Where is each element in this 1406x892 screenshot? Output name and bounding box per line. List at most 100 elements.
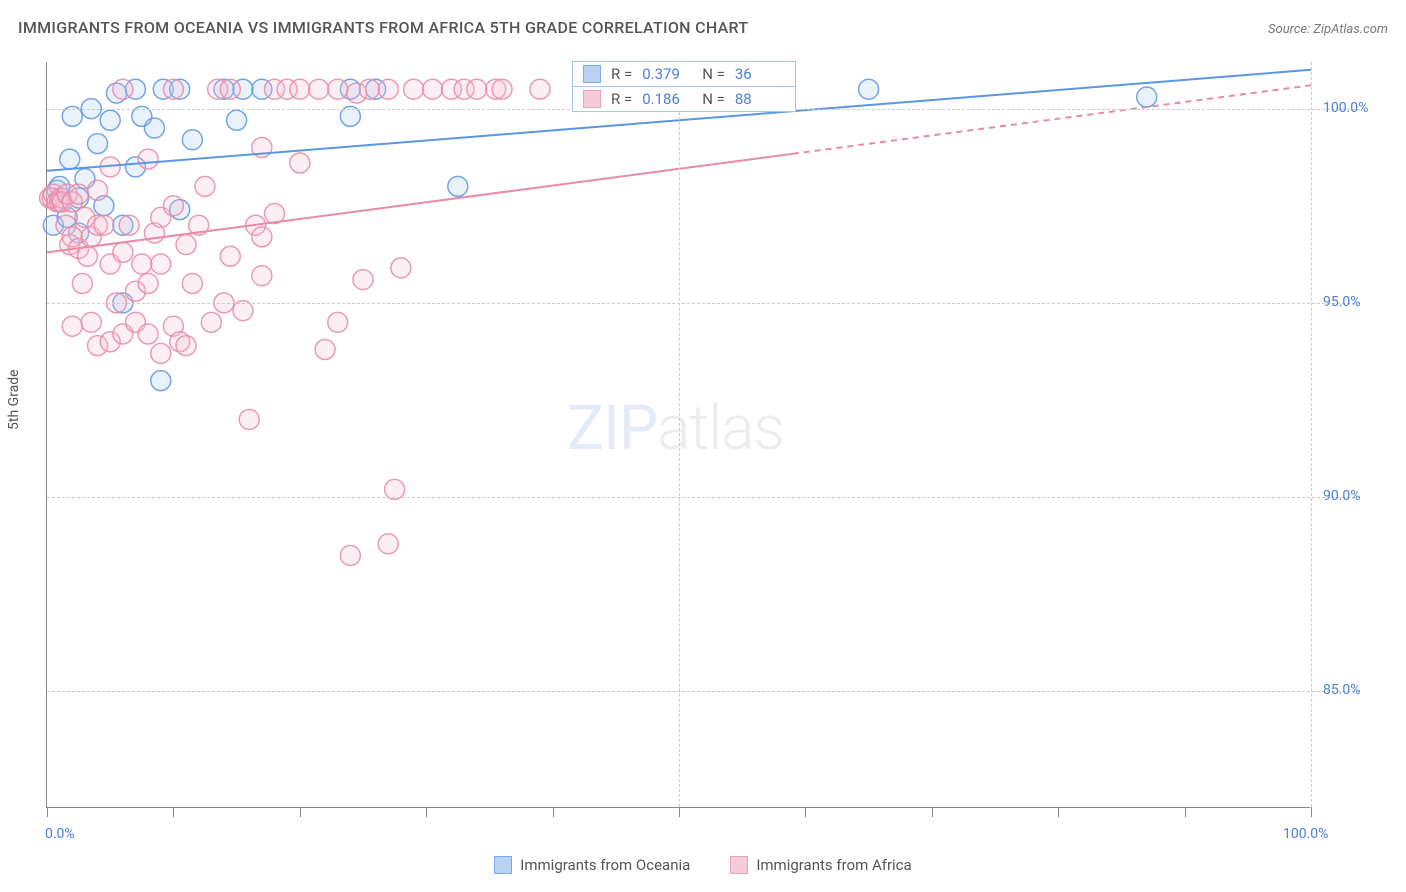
- y-tick-label: 95.0%: [1323, 294, 1361, 310]
- data-point: [138, 273, 158, 293]
- data-point: [220, 79, 240, 99]
- correlation-legend: R = 0.379 N = 36 R = 0.186 N = 88: [572, 61, 796, 112]
- data-point: [378, 534, 398, 554]
- data-point: [151, 254, 171, 274]
- legend-swatch: [583, 90, 601, 108]
- data-point: [100, 110, 120, 130]
- data-point: [315, 340, 335, 360]
- x-tick: [679, 807, 680, 817]
- series-legend-label: Immigrants from Oceania: [520, 856, 690, 874]
- data-point: [391, 258, 411, 278]
- data-point: [530, 79, 550, 99]
- bottom-legend: Immigrants from Oceania Immigrants from A…: [0, 856, 1406, 874]
- data-point: [182, 273, 202, 293]
- legend-row: R = 0.379 N = 36: [573, 62, 795, 87]
- legend-r-value: 0.186: [642, 90, 692, 108]
- data-point: [378, 79, 398, 99]
- data-point: [113, 79, 133, 99]
- data-point: [492, 79, 512, 99]
- data-point: [290, 153, 310, 173]
- data-point: [151, 343, 171, 363]
- legend-swatch: [583, 65, 601, 83]
- x-tick: [426, 807, 427, 817]
- y-axis-label: 5th Grade: [6, 369, 22, 430]
- x-tick: [47, 807, 48, 817]
- data-point: [252, 266, 272, 286]
- x-tick: [553, 807, 554, 817]
- gridline-horizontal: [47, 303, 1360, 304]
- data-point: [176, 235, 196, 255]
- data-point: [182, 130, 202, 150]
- data-point: [88, 180, 108, 200]
- data-point: [859, 79, 879, 99]
- chart-source: Source: ZipAtlas.com: [1268, 22, 1388, 37]
- data-point: [467, 79, 487, 99]
- y-tick-label: 90.0%: [1323, 488, 1361, 504]
- gridline-horizontal: [47, 691, 1360, 692]
- data-point: [227, 110, 247, 130]
- x-tick-label: 100.0%: [1283, 826, 1328, 842]
- data-point: [119, 215, 139, 235]
- data-point: [77, 246, 97, 266]
- x-tick: [805, 807, 806, 817]
- legend-row: R = 0.186 N = 88: [573, 87, 795, 111]
- plot-area: ZIPatlas 85.0%90.0%95.0%100.0%0.0%100.0%…: [46, 62, 1310, 808]
- chart-title: IMMIGRANTS FROM OCEANIA VS IMMIGRANTS FR…: [18, 18, 748, 37]
- trend-line: [47, 154, 793, 253]
- data-point: [220, 246, 240, 266]
- series-legend-item: Immigrants from Oceania: [494, 856, 690, 874]
- data-point: [328, 312, 348, 332]
- legend-n-label: N =: [702, 90, 725, 108]
- legend-n-label: N =: [702, 65, 725, 83]
- gridline-vertical: [679, 62, 680, 817]
- data-point: [94, 215, 114, 235]
- data-point: [195, 176, 215, 196]
- data-point: [201, 312, 221, 332]
- series-legend-label: Immigrants from Africa: [756, 856, 911, 874]
- x-tick: [1058, 807, 1059, 817]
- legend-n-value: 36: [735, 65, 785, 83]
- data-point: [239, 409, 259, 429]
- legend-r-label: R =: [611, 65, 632, 83]
- data-point: [151, 371, 171, 391]
- legend-swatch: [730, 856, 748, 874]
- data-point: [144, 118, 164, 138]
- x-tick: [300, 807, 301, 817]
- gridline-vertical: [1311, 62, 1312, 817]
- data-point: [1137, 87, 1157, 107]
- series-legend-item: Immigrants from Africa: [730, 856, 911, 874]
- legend-swatch: [494, 856, 512, 874]
- data-point: [290, 79, 310, 99]
- data-point: [138, 324, 158, 344]
- data-point: [163, 79, 183, 99]
- y-tick-label: 85.0%: [1323, 682, 1361, 698]
- x-tick: [173, 807, 174, 817]
- x-tick: [1311, 807, 1312, 817]
- x-tick: [932, 807, 933, 817]
- y-tick-label: 100.0%: [1323, 100, 1368, 116]
- data-point: [328, 79, 348, 99]
- legend-r-label: R =: [611, 90, 632, 108]
- data-point: [69, 184, 89, 204]
- data-point: [62, 316, 82, 336]
- gridline-horizontal: [47, 497, 1360, 498]
- data-point: [353, 270, 373, 290]
- data-point: [81, 312, 101, 332]
- data-point: [138, 149, 158, 169]
- data-point: [309, 79, 329, 99]
- data-point: [113, 242, 133, 262]
- chart-header: IMMIGRANTS FROM OCEANIA VS IMMIGRANTS FR…: [18, 18, 1388, 37]
- data-point: [60, 149, 80, 169]
- x-tick-label: 0.0%: [45, 826, 75, 842]
- legend-r-value: 0.379: [642, 65, 692, 83]
- data-point: [163, 196, 183, 216]
- data-point: [448, 176, 468, 196]
- x-tick: [1185, 807, 1186, 817]
- data-point: [252, 227, 272, 247]
- legend-n-value: 88: [735, 90, 785, 108]
- data-point: [340, 545, 360, 565]
- data-point: [423, 79, 443, 99]
- data-point: [404, 79, 424, 99]
- data-point: [359, 79, 379, 99]
- data-point: [176, 336, 196, 356]
